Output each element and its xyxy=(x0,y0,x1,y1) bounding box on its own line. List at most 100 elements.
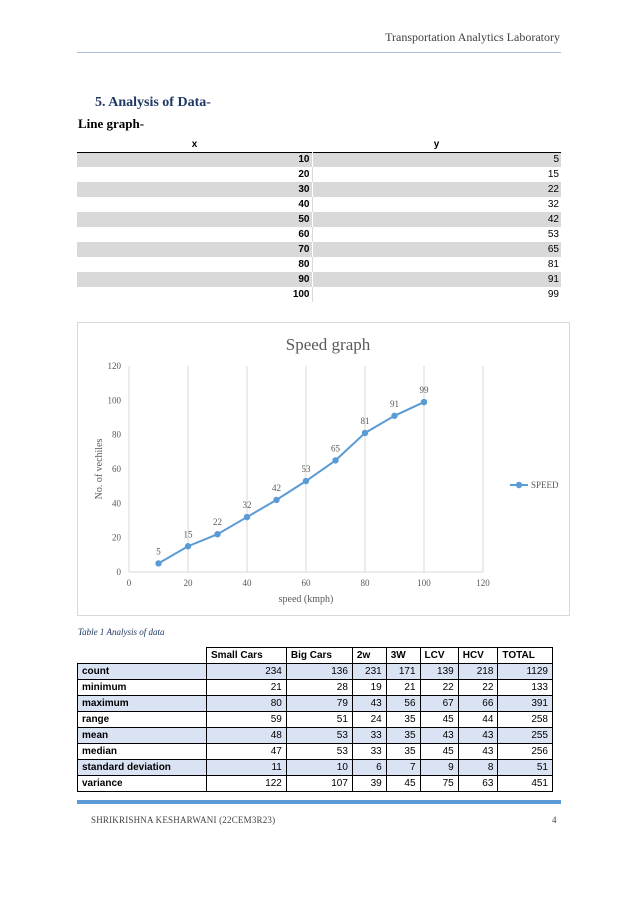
stats-cell: 22 xyxy=(457,679,499,696)
xy-cell-y: 91 xyxy=(312,272,561,287)
stats-cell: 43 xyxy=(457,743,499,760)
stats-row: standard deviation 11 10 6 7 9 8 51 xyxy=(77,759,553,776)
x-axis-label: speed (kmph) xyxy=(279,594,334,605)
stats-cell: 59 xyxy=(205,711,287,728)
x-tick-label: 60 xyxy=(302,578,312,588)
speed-chart-svg: Speed graph 0 20 40 60 80 100 120 0 20 40 60 80 100 12… xyxy=(94,335,559,605)
xy-table: x y 10 5 20 15 30 22 40 32 50 42 60 53 70 65 80 81 90 91 1… xyxy=(77,137,561,302)
stats-row-label: median xyxy=(77,743,207,760)
header-divider xyxy=(77,52,561,53)
stats-cell: 24 xyxy=(351,711,387,728)
xy-cell-x: 70 xyxy=(77,242,313,257)
stats-header-cell: HCV xyxy=(457,647,499,664)
stats-cell: 48 xyxy=(205,727,287,744)
stats-cell: 139 xyxy=(419,663,459,680)
data-label: 99 xyxy=(420,385,430,395)
stats-cell: 79 xyxy=(285,695,353,712)
stats-cell: 63 xyxy=(457,775,499,792)
y-tick-label: 0 xyxy=(117,567,122,577)
stats-cell: 258 xyxy=(497,711,553,728)
xy-cell-y: 5 xyxy=(312,151,561,167)
y-tick-label: 80 xyxy=(112,430,122,440)
stats-cell: 35 xyxy=(385,727,421,744)
stats-cell: 43 xyxy=(351,695,387,712)
xy-cell-x: 10 xyxy=(77,151,313,167)
stats-cell: 47 xyxy=(205,743,287,760)
xy-row: 70 65 xyxy=(77,242,561,257)
xy-cell-y: 53 xyxy=(547,229,559,240)
data-label: 65 xyxy=(331,443,341,453)
xy-cell-x: 60 xyxy=(77,227,313,242)
xy-row: 100 99 xyxy=(77,287,561,302)
stats-cell: 67 xyxy=(419,695,459,712)
stats-header-cell: Small Cars xyxy=(205,647,287,664)
data-label: 91 xyxy=(390,399,399,409)
stats-cell: 231 xyxy=(351,663,387,680)
stats-cell: 39 xyxy=(351,775,387,792)
series-line-speed xyxy=(157,401,425,565)
data-label: 81 xyxy=(361,416,370,426)
xy-cell-y: 32 xyxy=(547,199,559,210)
stats-row-label: maximum xyxy=(77,695,207,712)
xy-cell-y: 65 xyxy=(312,242,561,257)
stats-cell: 256 xyxy=(497,743,553,760)
data-label: 32 xyxy=(243,500,252,510)
table-caption: Table 1 Analysis of data xyxy=(78,627,165,637)
y-tick-label: 60 xyxy=(112,464,122,474)
stats-row-label: count xyxy=(77,663,207,680)
stats-cell: 171 xyxy=(385,663,421,680)
stats-table: Small Cars Big Cars 2w 3W LCV HCV TOTAL count 2… xyxy=(77,647,553,792)
section-subtitle: Line graph- xyxy=(78,116,145,131)
x-tick-label: 80 xyxy=(361,578,371,588)
xy-header-x: x xyxy=(191,138,198,150)
stats-row-label: standard deviation xyxy=(77,759,207,776)
stats-cell: 136 xyxy=(285,663,353,680)
x-tick-label: 120 xyxy=(476,578,490,588)
legend-label-speed: SPEED xyxy=(531,480,559,490)
stats-row-label: mean xyxy=(77,727,207,744)
stats-cell: 7 xyxy=(385,759,421,776)
stats-cell: 10 xyxy=(285,759,353,776)
stats-cell: 45 xyxy=(385,775,421,792)
stats-cell: 8 xyxy=(457,759,499,776)
xy-row: 20 15 xyxy=(77,167,561,182)
stats-cell: 11 xyxy=(205,759,287,776)
x-tick-label: 20 xyxy=(184,578,194,588)
stats-row: variance 122 107 39 45 75 63 451 xyxy=(77,775,553,792)
stats-cell: 255 xyxy=(497,727,553,744)
xy-cell-x: 90 xyxy=(77,272,313,287)
stats-cell: 66 xyxy=(457,695,499,712)
xy-header-y: y xyxy=(433,138,440,150)
data-point xyxy=(243,513,251,521)
data-point xyxy=(184,543,192,550)
y-tick-label: 20 xyxy=(112,533,122,543)
data-label: 53 xyxy=(302,464,312,474)
stats-header-cell: 2w xyxy=(351,647,387,664)
data-label: 42 xyxy=(272,483,281,493)
stats-cell: 19 xyxy=(351,679,387,696)
stats-cell: 43 xyxy=(457,727,499,744)
stats-cell: 391 xyxy=(497,695,553,712)
stats-row: count 234 136 231 171 139 218 1129 xyxy=(77,663,553,680)
stats-cell: 43 xyxy=(419,727,459,744)
x-tick-label: 100 xyxy=(417,578,431,588)
footer-bar xyxy=(77,800,561,804)
stats-row: minimum 21 28 19 21 22 22 133 xyxy=(77,679,553,696)
stats-cell: 1129 xyxy=(497,663,553,680)
stats-cell: 51 xyxy=(285,711,353,728)
xy-row: 40 32 xyxy=(77,197,561,212)
stats-cell: 9 xyxy=(419,759,459,776)
stats-header-cell: TOTAL xyxy=(497,647,553,664)
xy-cell-x: 100 xyxy=(77,287,313,302)
stats-cell: 45 xyxy=(419,743,459,760)
stats-cell: 51 xyxy=(497,759,553,776)
stats-cell: 56 xyxy=(385,695,421,712)
stats-cell: 133 xyxy=(497,679,553,696)
x-tick-label: 0 xyxy=(127,578,132,588)
y-tick-label: 120 xyxy=(108,361,122,371)
footer-author: SHRIKRISHNA KESHARWANI (22CEM3R23) xyxy=(91,815,276,825)
stats-row: mean 48 53 33 35 43 43 255 xyxy=(77,727,553,744)
stats-cell: 53 xyxy=(285,743,353,760)
stats-row-label: variance xyxy=(77,775,207,792)
stats-row: range 59 51 24 35 45 44 258 xyxy=(77,711,553,728)
